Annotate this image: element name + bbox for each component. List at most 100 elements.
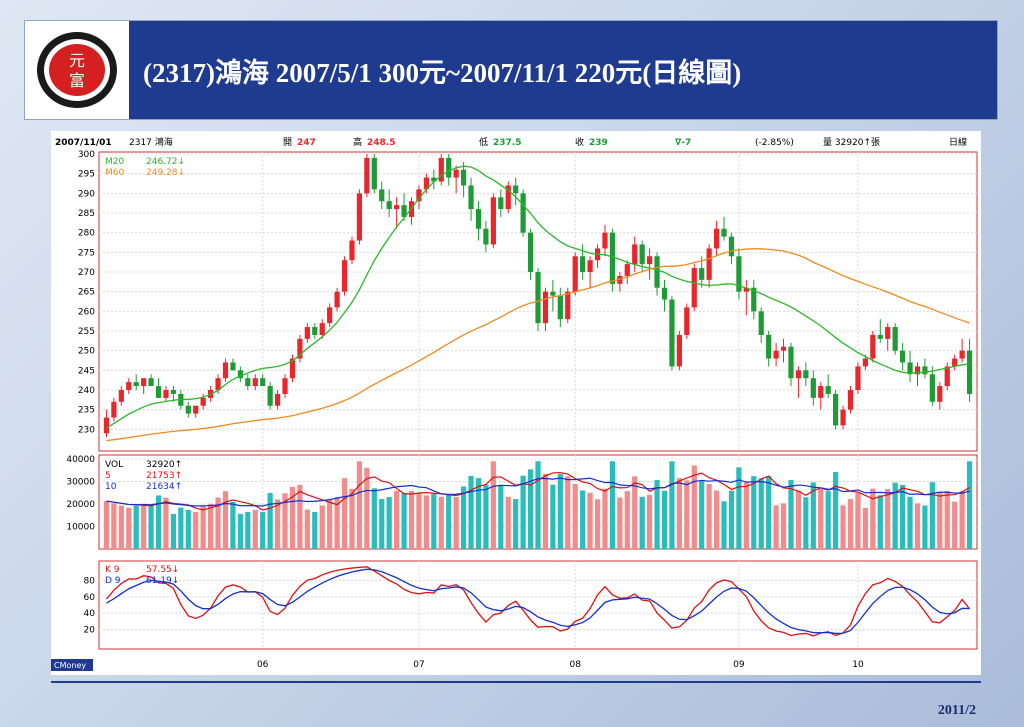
- volume-bar: [535, 461, 541, 549]
- candle-body: [170, 390, 177, 394]
- volume-bar: [632, 476, 638, 549]
- volume-bar: [833, 472, 839, 549]
- volume-bar: [669, 461, 675, 549]
- volume-bar: [810, 482, 816, 549]
- volume-bar: [758, 478, 764, 549]
- volume-bar: [282, 493, 288, 549]
- candle-body: [237, 370, 243, 379]
- volume-bar: [334, 497, 340, 549]
- candle-body: [155, 386, 162, 398]
- volume-bar: [966, 461, 973, 549]
- kd-tick-label: 60: [84, 593, 96, 603]
- candle-body: [959, 350, 965, 359]
- volume-bar: [260, 512, 266, 549]
- price-tick-label: 265: [78, 288, 95, 298]
- volume-bar: [877, 495, 883, 549]
- volume-ma10-line: [106, 477, 970, 507]
- volume-bar: [602, 488, 608, 549]
- info-close-value: 239: [589, 138, 608, 148]
- candle-body: [327, 307, 333, 324]
- candle-body: [557, 295, 563, 320]
- volume-bar: [818, 488, 824, 549]
- volume-bar: [490, 461, 496, 549]
- volume-bar: [751, 476, 757, 549]
- volume-bar: [416, 493, 422, 549]
- volume-bar: [743, 482, 749, 549]
- volume-bar: [394, 490, 400, 549]
- footer-divider: [51, 681, 981, 683]
- source-label-bg: [51, 659, 93, 671]
- volume-bar: [170, 513, 177, 549]
- candle-body: [565, 291, 571, 320]
- price-tick-label: 255: [78, 327, 95, 337]
- kd-legend-name: K 9: [105, 565, 120, 575]
- volume-bar: [847, 499, 854, 549]
- slide-header: 元 富 (2317)鴻海 2007/5/1 300元~2007/11/1 220…: [24, 20, 998, 120]
- candle-body: [542, 291, 549, 324]
- candle-body: [877, 334, 883, 339]
- volume-bar: [319, 505, 325, 549]
- candle-body: [937, 386, 943, 402]
- volume-tick-label: 40000: [66, 455, 95, 465]
- candle-body: [475, 209, 482, 229]
- kd-tick-label: 40: [84, 609, 96, 619]
- candle-body: [862, 358, 868, 367]
- volume-bar: [713, 490, 720, 549]
- volume-bar: [475, 478, 482, 549]
- candle-body: [148, 378, 154, 387]
- candle-body: [825, 386, 831, 394]
- candle-body: [267, 386, 273, 406]
- candle-body: [952, 358, 958, 367]
- volume-bar: [959, 491, 965, 549]
- candle-body: [617, 275, 623, 284]
- candle-body: [899, 350, 906, 363]
- volume-bar: [736, 467, 742, 549]
- candle-body: [580, 256, 586, 272]
- volume-bar: [691, 465, 697, 549]
- candle-body: [699, 268, 705, 280]
- info-open-value: 247: [297, 138, 316, 148]
- candle-body: [654, 256, 660, 288]
- candle-body: [587, 260, 593, 272]
- volume-bar: [103, 501, 110, 549]
- volume-bar: [267, 492, 273, 549]
- kd-legend-name: D 9: [105, 576, 121, 586]
- volume-bar: [468, 475, 474, 549]
- volume-bar: [349, 488, 355, 549]
- volume-bar: [148, 506, 154, 549]
- candle-body: [550, 291, 556, 296]
- candle-body: [185, 405, 191, 414]
- price-tick-label: 235: [78, 406, 95, 416]
- candle-body: [133, 382, 139, 387]
- candle-body: [379, 189, 385, 202]
- candle-body: [535, 272, 541, 324]
- logo-text-bottom: 富: [69, 71, 85, 90]
- volume-bar: [639, 496, 645, 549]
- volume-legend-name: 5: [105, 471, 111, 481]
- candle-body: [431, 177, 437, 182]
- candle-body: [892, 327, 898, 351]
- footer-date: 2011/2: [937, 703, 976, 718]
- volume-bar: [356, 461, 363, 549]
- candle-body: [312, 327, 318, 335]
- volume-bar: [572, 483, 578, 549]
- volume-bar: [178, 507, 184, 549]
- candle-body: [914, 366, 921, 375]
- info-change: ∇-7: [675, 138, 691, 148]
- candle-body: [252, 378, 258, 387]
- info-high-label: 高: [353, 136, 362, 148]
- candle-body: [126, 382, 132, 390]
- volume-bar: [155, 495, 162, 549]
- candle-body: [647, 256, 653, 265]
- volume-bar: [550, 484, 556, 549]
- volume-bar: [193, 512, 199, 549]
- volume-bar: [297, 484, 303, 549]
- candle-body: [274, 393, 281, 406]
- volume-bar: [899, 484, 906, 549]
- ma-legend-name: M20: [105, 157, 124, 167]
- volume-bar: [907, 496, 913, 549]
- candle-body: [810, 378, 816, 398]
- volume-bar: [163, 497, 169, 549]
- candle-body: [803, 370, 809, 379]
- candle-body: [498, 197, 504, 210]
